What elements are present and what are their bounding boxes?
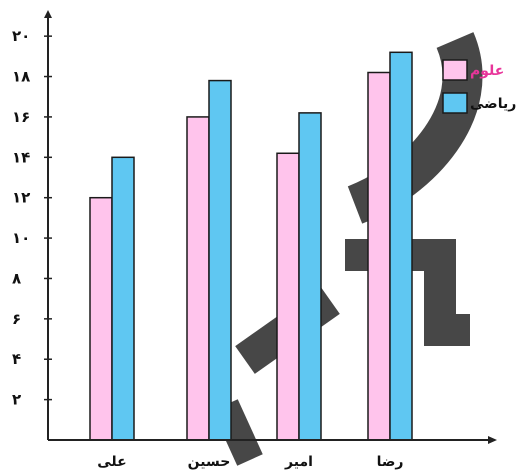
y-tick-label-12: ۱۲ — [12, 189, 30, 207]
y-tick-label-16: ۱۶ — [12, 108, 30, 126]
bar-science-3 — [367, 71, 391, 441]
legend-swatch-science — [442, 59, 468, 81]
legend-swatch-math — [442, 92, 468, 114]
watermark — [212, 32, 483, 466]
bar-math-3 — [389, 51, 413, 441]
legend-label-science: علوم — [470, 63, 504, 79]
bar-math-0 — [111, 156, 135, 441]
y-tick-label-8: ۸ — [12, 269, 21, 287]
bar-science-0 — [89, 196, 113, 441]
bar-science-2 — [276, 152, 300, 441]
legend: علوم ریاضی — [442, 59, 516, 114]
bar-science-1 — [186, 116, 210, 441]
bars-group — [89, 51, 413, 441]
x-labels-group: علی حسین امیر رضا — [97, 454, 403, 470]
bar-math-1 — [208, 79, 232, 441]
y-axis-arrow — [44, 10, 52, 18]
axes-group — [44, 10, 497, 444]
y-tick-label-14: ۱۴ — [12, 148, 30, 166]
x-label-1: حسین — [188, 454, 231, 470]
y-tick-label-6: ۶ — [12, 310, 21, 328]
bar-math-2 — [298, 112, 322, 441]
y-tick-label-4: ۴ — [12, 350, 21, 368]
y-ticks-group: ۲ ۴ ۶ ۸ ۱۰ ۱۲ ۱۴ ۱۶ ۱۸ ۲۰ — [12, 27, 52, 409]
y-tick-label-10: ۱۰ — [12, 229, 30, 247]
y-tick-label-2: ۲ — [12, 391, 21, 409]
legend-label-math: ریاضی — [470, 96, 516, 112]
x-label-3: رضا — [377, 454, 404, 470]
x-axis-arrow — [488, 436, 497, 444]
y-tick-label-20: ۲۰ — [12, 27, 30, 45]
x-label-2: امیر — [284, 454, 313, 470]
x-label-0: علی — [97, 454, 126, 470]
y-tick-label-18: ۱۸ — [12, 68, 30, 86]
